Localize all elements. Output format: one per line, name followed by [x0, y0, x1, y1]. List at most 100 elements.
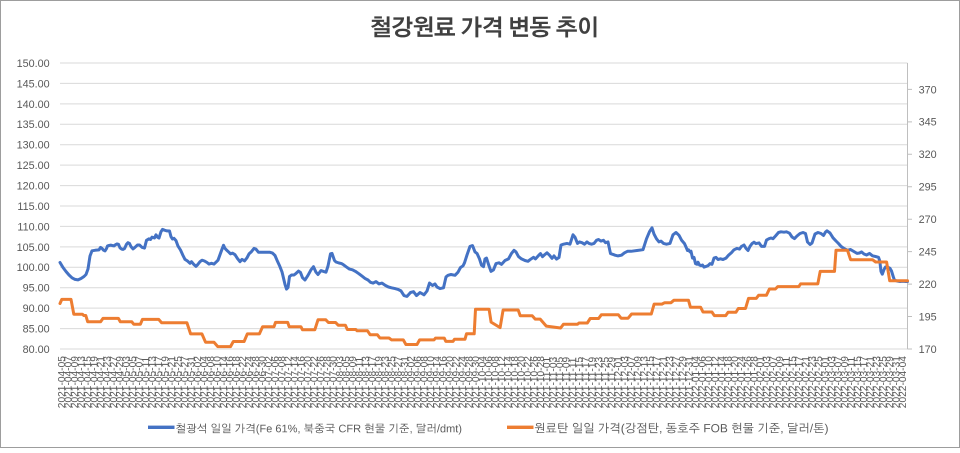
svg-text:2021-10-28: 2021-10-28: [536, 356, 547, 408]
svg-text:2021-06-16: 2021-06-16: [225, 356, 236, 408]
svg-text:2021-11-05: 2021-11-05: [555, 357, 566, 409]
svg-text:2021-12-23: 2021-12-23: [665, 356, 676, 408]
svg-text:2022-01-04: 2022-01-04: [691, 356, 702, 408]
svg-text:2021-11-23: 2021-11-23: [594, 357, 605, 409]
svg-text:2021-12-15: 2021-12-15: [646, 356, 657, 408]
svg-text:2021-11-17: 2021-11-17: [581, 357, 592, 409]
svg-text:2022-03-25: 2022-03-25: [879, 356, 890, 408]
svg-text:2021-08-25: 2021-08-25: [387, 356, 398, 408]
svg-text:2022-03-15: 2022-03-15: [853, 356, 864, 408]
svg-text:2021-07-26: 2021-07-26: [316, 356, 327, 408]
svg-text:2021-09-14: 2021-09-14: [432, 356, 443, 408]
svg-text:2021-07-06: 2021-07-06: [271, 356, 282, 408]
svg-text:2022-01-20: 2022-01-20: [730, 356, 741, 408]
svg-text:2021-04-27: 2021-04-27: [109, 356, 120, 408]
svg-text:2021-12-03: 2021-12-03: [620, 356, 631, 408]
svg-text:2021-06-02: 2021-06-02: [193, 356, 204, 408]
svg-text:2021-09-28: 2021-09-28: [465, 356, 476, 408]
svg-text:2021-10-12: 2021-10-12: [497, 356, 508, 408]
svg-text:2021-08-17: 2021-08-17: [368, 356, 379, 408]
svg-text:2021-07-30: 2021-07-30: [329, 356, 340, 408]
svg-text:85.00: 85.00: [23, 324, 50, 336]
svg-text:2022-02-03: 2022-02-03: [762, 356, 773, 408]
svg-text:2021-06-22: 2021-06-22: [238, 356, 249, 408]
svg-text:2021-12-13: 2021-12-13: [639, 356, 650, 408]
svg-text:110.00: 110.00: [17, 221, 49, 233]
svg-text:2022-01-14: 2022-01-14: [717, 356, 728, 408]
svg-text:2022-02-21: 2022-02-21: [801, 356, 812, 408]
svg-text:195: 195: [919, 311, 937, 323]
svg-text:2022-03-11: 2022-03-11: [846, 357, 857, 409]
svg-text:2021-06-30: 2021-06-30: [258, 356, 269, 408]
svg-text:220: 220: [919, 279, 937, 291]
svg-text:2021-12-29: 2021-12-29: [678, 356, 689, 408]
svg-text:2022-01-28: 2022-01-28: [749, 356, 760, 408]
svg-text:2021-04-29: 2021-04-29: [115, 356, 126, 408]
svg-text:2021-08-09: 2021-08-09: [348, 356, 359, 408]
svg-text:2021-09-06: 2021-09-06: [413, 356, 424, 408]
svg-text:2021-07-14: 2021-07-14: [290, 356, 301, 408]
svg-text:2022-02-01: 2022-02-01: [756, 356, 767, 408]
svg-text:2021-09-10: 2021-09-10: [426, 356, 437, 408]
svg-text:2021-08-03: 2021-08-03: [335, 356, 346, 408]
svg-text:295: 295: [919, 182, 937, 194]
svg-text:2022-02-17: 2022-02-17: [795, 356, 806, 408]
svg-text:2021-04-13: 2021-04-13: [76, 356, 87, 408]
svg-text:2021-08-11: 2021-08-11: [355, 357, 366, 409]
svg-text:245: 245: [919, 247, 937, 259]
svg-text:2021-09-30: 2021-09-30: [471, 356, 482, 408]
svg-text:2021-05-19: 2021-05-19: [161, 356, 172, 408]
svg-text:345: 345: [919, 117, 937, 129]
svg-text:2021-08-23: 2021-08-23: [381, 356, 392, 408]
svg-text:2021-12-01: 2021-12-01: [613, 356, 624, 408]
svg-text:320: 320: [919, 149, 937, 161]
svg-text:2021-07-16: 2021-07-16: [296, 356, 307, 408]
svg-text:2021-06-14: 2021-06-14: [219, 356, 230, 408]
svg-text:2021-11-15: 2021-11-15: [575, 357, 586, 409]
svg-text:2022-02-09: 2022-02-09: [775, 356, 786, 408]
svg-text:2022-03-23: 2022-03-23: [872, 356, 883, 408]
svg-text:2022-03-07: 2022-03-07: [833, 356, 844, 408]
svg-text:130.00: 130.00: [17, 140, 50, 152]
svg-text:2021-06-24: 2021-06-24: [245, 356, 256, 408]
svg-text:2022-02-23: 2022-02-23: [808, 356, 819, 408]
svg-text:2021-12-21: 2021-12-21: [659, 356, 670, 408]
svg-text:2021-12-27: 2021-12-27: [672, 356, 683, 408]
svg-text:2021-08-19: 2021-08-19: [374, 356, 385, 408]
svg-text:2021-11-25: 2021-11-25: [601, 357, 612, 409]
svg-text:2021-04-19: 2021-04-19: [89, 356, 100, 408]
svg-text:2021-11-03: 2021-11-03: [549, 357, 560, 409]
svg-text:2021-07-12: 2021-07-12: [283, 356, 294, 408]
svg-text:2022-03-09: 2022-03-09: [840, 356, 851, 408]
svg-text:2021-07-02: 2021-07-02: [264, 356, 275, 408]
svg-text:2021-09-02: 2021-09-02: [406, 356, 417, 408]
svg-text:2021-06-18: 2021-06-18: [232, 356, 243, 408]
svg-text:2021-07-20: 2021-07-20: [303, 356, 314, 408]
svg-text:125.00: 125.00: [17, 160, 50, 172]
svg-text:2021-07-08: 2021-07-08: [277, 356, 288, 408]
svg-text:2021-11-11: 2021-11-11: [568, 357, 579, 408]
svg-text:2021-05-13: 2021-05-13: [148, 356, 159, 408]
svg-text:2021-05-07: 2021-05-07: [135, 356, 146, 408]
svg-text:2022-02-15: 2022-02-15: [788, 356, 799, 408]
svg-text:2022-03-17: 2022-03-17: [859, 356, 870, 408]
svg-text:2021-11-01: 2021-11-01: [542, 357, 553, 409]
svg-text:2021-12-09: 2021-12-09: [633, 356, 644, 408]
svg-text:2022-02-11: 2022-02-11: [782, 357, 793, 409]
svg-text:2021-05-21: 2021-05-21: [167, 356, 178, 408]
svg-text:2022-01-18: 2022-01-18: [723, 356, 734, 408]
svg-text:370: 370: [919, 84, 937, 96]
svg-text:90.00: 90.00: [23, 303, 50, 315]
svg-text:2021-06-28: 2021-06-28: [251, 356, 262, 408]
svg-text:115.00: 115.00: [17, 201, 49, 213]
svg-text:2021-10-18: 2021-10-18: [510, 356, 521, 408]
svg-text:2021-09-16: 2021-09-16: [439, 356, 450, 408]
svg-text:2022-02-25: 2022-02-25: [814, 356, 825, 408]
svg-text:2021-06-10: 2021-06-10: [212, 356, 223, 408]
svg-text:120.00: 120.00: [17, 181, 50, 193]
svg-text:2021-11-19: 2021-11-19: [588, 357, 599, 409]
svg-text:2021-11-29: 2021-11-29: [607, 357, 618, 409]
svg-text:2021-04-23: 2021-04-23: [102, 356, 113, 408]
svg-text:145.00: 145.00: [17, 78, 50, 90]
svg-text:2021-04-09: 2021-04-09: [70, 356, 81, 408]
